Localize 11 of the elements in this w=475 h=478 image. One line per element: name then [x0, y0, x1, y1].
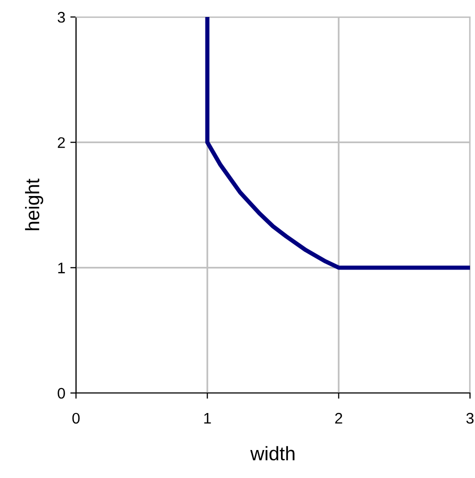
x-tick-label: 2: [335, 412, 342, 424]
y-tick-label: 2: [58, 137, 65, 148]
y-tick-label: 3: [58, 12, 65, 23]
y-tick-label: 0: [58, 388, 65, 399]
x-tick-label: 3: [466, 412, 474, 424]
x-tick-label: 0: [72, 412, 80, 424]
x-tick-label: 1: [204, 413, 211, 424]
x-axis-title: width: [250, 446, 294, 460]
y-axis-title: height: [25, 178, 44, 230]
line-series: [205, 17, 470, 270]
y-tick-label: 1: [58, 262, 65, 274]
